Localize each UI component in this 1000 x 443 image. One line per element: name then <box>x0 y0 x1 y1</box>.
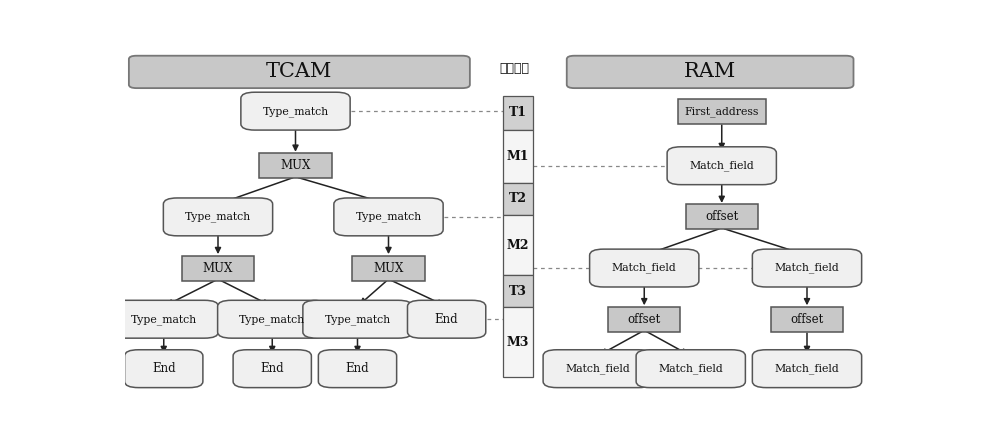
Text: T1: T1 <box>509 106 527 119</box>
FancyBboxPatch shape <box>129 56 470 88</box>
FancyBboxPatch shape <box>233 350 311 388</box>
Text: End: End <box>152 362 176 375</box>
Bar <box>503 307 533 377</box>
Text: Type_match: Type_match <box>355 212 422 222</box>
Text: offset: offset <box>790 313 824 326</box>
FancyBboxPatch shape <box>352 256 425 280</box>
FancyBboxPatch shape <box>334 198 443 236</box>
FancyBboxPatch shape <box>543 350 652 388</box>
Text: Match_field: Match_field <box>775 263 839 273</box>
FancyBboxPatch shape <box>218 300 327 338</box>
FancyBboxPatch shape <box>608 307 680 332</box>
FancyBboxPatch shape <box>590 249 699 287</box>
FancyBboxPatch shape <box>318 350 397 388</box>
Text: M1: M1 <box>507 150 529 163</box>
Text: MUX: MUX <box>203 261 233 275</box>
Text: MUX: MUX <box>280 159 311 172</box>
Text: M3: M3 <box>507 336 529 349</box>
Bar <box>503 183 533 215</box>
FancyBboxPatch shape <box>752 350 862 388</box>
Text: Type_match: Type_match <box>262 106 329 117</box>
Text: MUX: MUX <box>373 261 404 275</box>
FancyBboxPatch shape <box>667 147 776 185</box>
FancyBboxPatch shape <box>752 249 862 287</box>
FancyBboxPatch shape <box>636 350 745 388</box>
Text: Match_field: Match_field <box>689 160 754 171</box>
FancyBboxPatch shape <box>567 56 854 88</box>
Text: Type_match: Type_match <box>185 212 251 222</box>
Text: TCAM: TCAM <box>266 62 332 82</box>
Text: M2: M2 <box>507 238 529 252</box>
Text: First_address: First_address <box>685 106 759 117</box>
Text: End: End <box>260 362 284 375</box>
Text: Match_field: Match_field <box>775 363 839 374</box>
Text: T2: T2 <box>509 193 527 206</box>
FancyBboxPatch shape <box>241 92 350 130</box>
Text: Type_match: Type_match <box>239 314 305 325</box>
FancyBboxPatch shape <box>109 300 218 338</box>
FancyBboxPatch shape <box>678 99 766 124</box>
FancyBboxPatch shape <box>303 300 412 338</box>
Bar <box>503 96 533 130</box>
FancyBboxPatch shape <box>686 204 758 229</box>
Text: Match_field: Match_field <box>658 363 723 374</box>
FancyBboxPatch shape <box>182 256 254 280</box>
Text: T3: T3 <box>509 284 527 298</box>
Bar <box>503 130 533 183</box>
Bar <box>503 215 533 275</box>
Bar <box>503 275 533 307</box>
FancyBboxPatch shape <box>125 350 203 388</box>
FancyBboxPatch shape <box>771 307 843 332</box>
Text: Type_match: Type_match <box>324 314 391 325</box>
Text: End: End <box>346 362 369 375</box>
Text: 数据包头: 数据包头 <box>499 62 529 75</box>
FancyBboxPatch shape <box>163 198 273 236</box>
Text: offset: offset <box>705 210 738 223</box>
Text: offset: offset <box>628 313 661 326</box>
FancyBboxPatch shape <box>407 300 486 338</box>
Text: Match_field: Match_field <box>612 263 677 273</box>
Text: Match_field: Match_field <box>565 363 630 374</box>
FancyBboxPatch shape <box>259 153 332 178</box>
Text: Type_match: Type_match <box>131 314 197 325</box>
Text: End: End <box>435 313 458 326</box>
Text: RAM: RAM <box>684 62 736 82</box>
